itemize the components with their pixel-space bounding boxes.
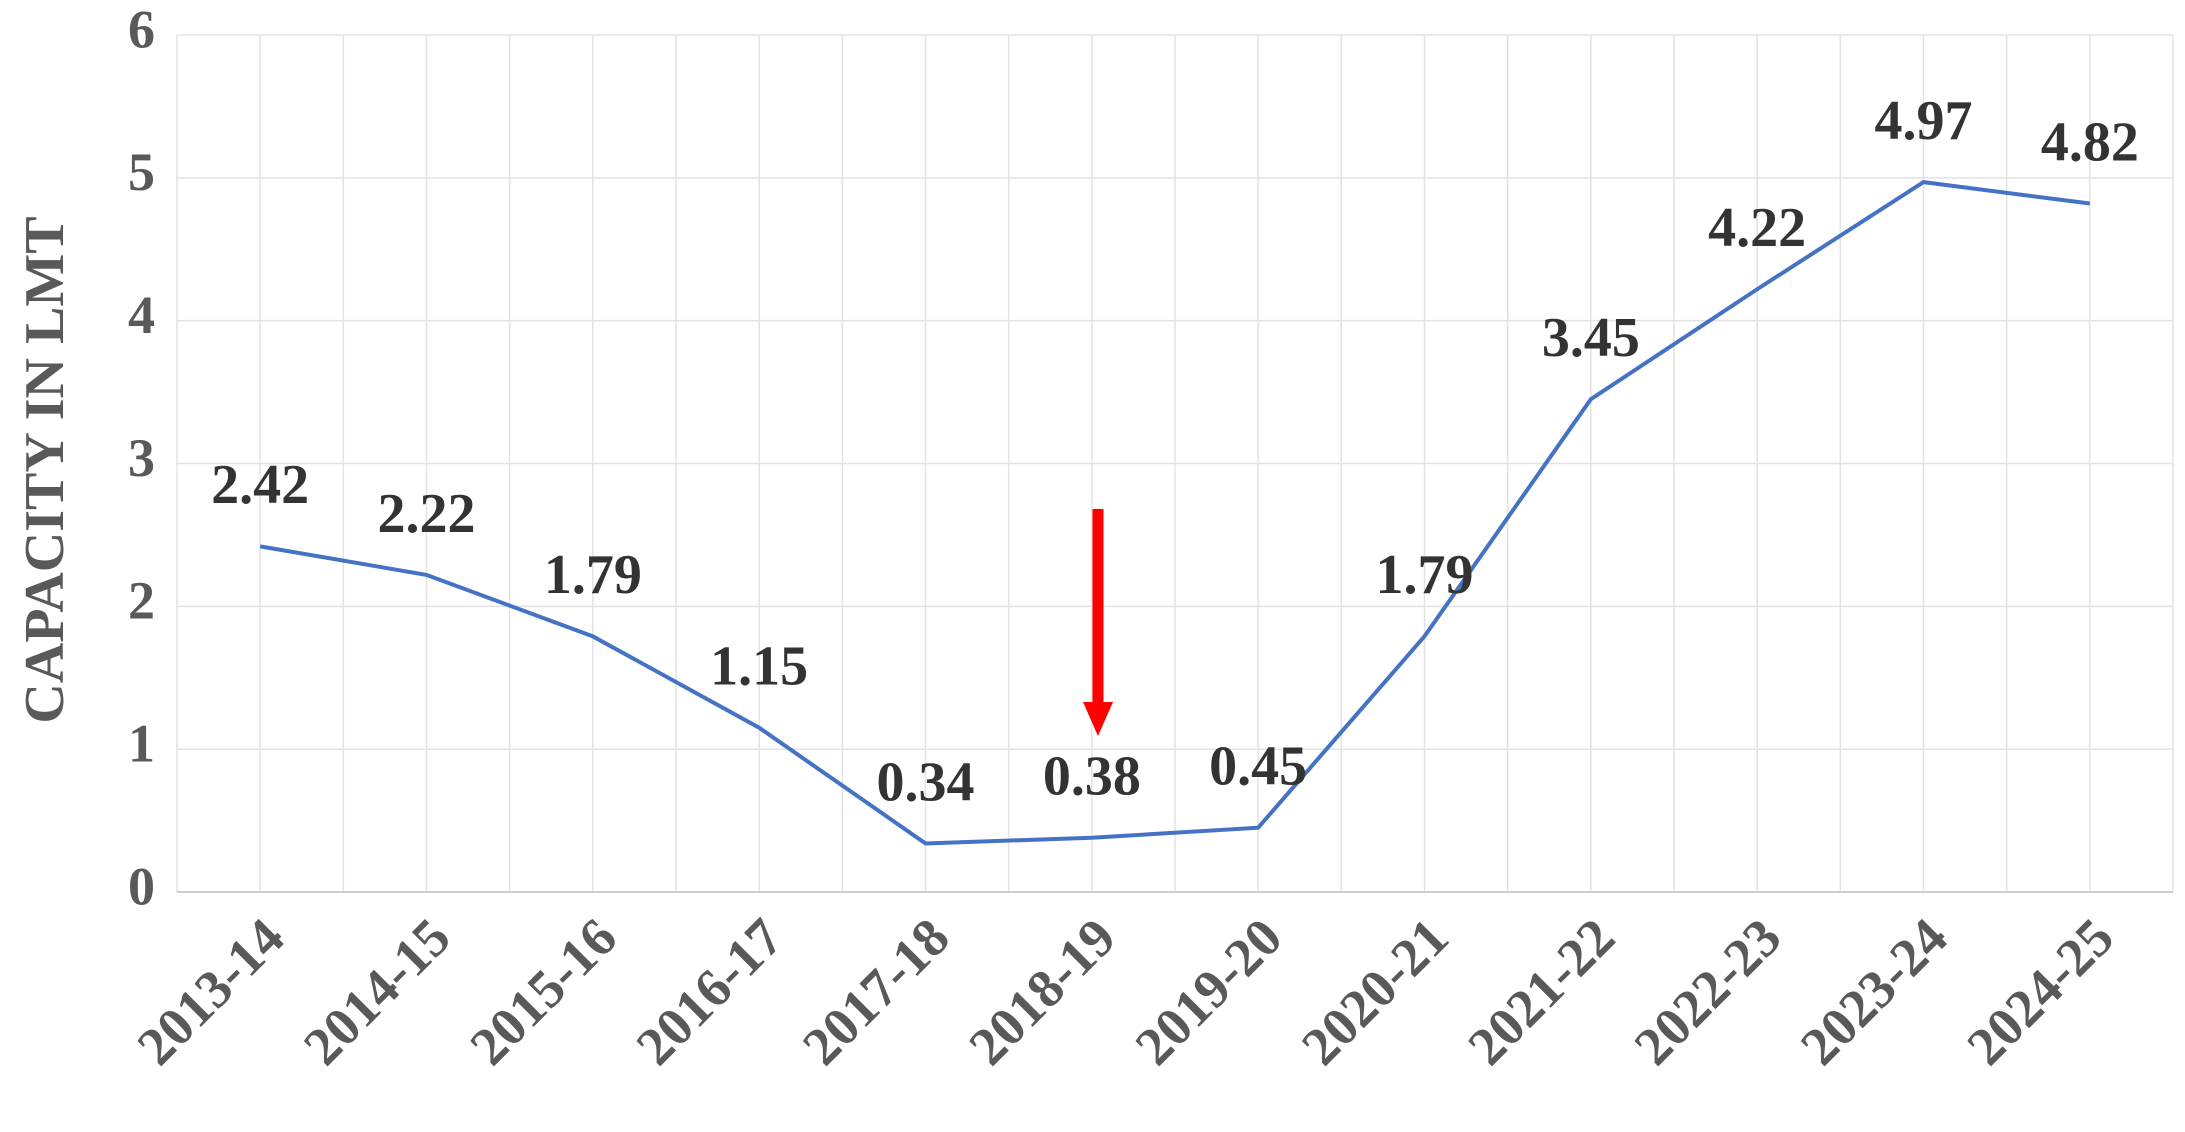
data-label: 0.38 [1043, 746, 1141, 808]
data-label: 0.45 [1209, 736, 1307, 798]
data-label: 4.97 [1875, 90, 1973, 152]
x-tick-label: 2020-21 [1290, 907, 1460, 1077]
x-tick-label: 2018-19 [957, 907, 1127, 1077]
x-tick-label: 2013-14 [126, 907, 296, 1077]
data-label: 1.79 [544, 544, 642, 606]
y-tick-label: 2 [128, 571, 155, 631]
data-label: 1.79 [1376, 544, 1474, 606]
y-tick-label: 5 [128, 142, 155, 202]
arrow-head [1083, 702, 1113, 736]
y-tick-label: 1 [128, 714, 155, 774]
data-label: 4.82 [2041, 111, 2139, 173]
annotation-arrow [1083, 509, 1113, 736]
y-tick-label: 3 [128, 428, 155, 488]
x-tick-label: 2017-18 [791, 907, 961, 1077]
data-label: 2.22 [378, 483, 476, 545]
data-label: 3.45 [1542, 307, 1640, 369]
x-tick-label: 2016-17 [625, 907, 795, 1077]
data-label: 2.42 [211, 454, 309, 516]
x-tick-label: 2024-25 [1955, 907, 2125, 1077]
x-tick-label: 2015-16 [458, 907, 628, 1077]
y-axis-label: CAPACITY IN LMT [14, 216, 76, 723]
x-tick-label: 2019-20 [1124, 907, 1294, 1077]
y-tick-label: 6 [128, 0, 155, 59]
data-label: 0.34 [877, 751, 975, 813]
x-tick-label: 2014-15 [292, 907, 462, 1077]
line [259, 180, 2091, 846]
y-tick-label: 4 [128, 285, 155, 345]
data-label: 1.15 [710, 636, 808, 698]
x-tick-label: 2023-24 [1789, 907, 1959, 1077]
y-tick-label: 0 [128, 856, 155, 916]
x-tick-label: 2021-22 [1456, 907, 1626, 1077]
x-tick-label: 2022-23 [1623, 907, 1793, 1077]
data-label: 4.22 [1708, 197, 1806, 259]
